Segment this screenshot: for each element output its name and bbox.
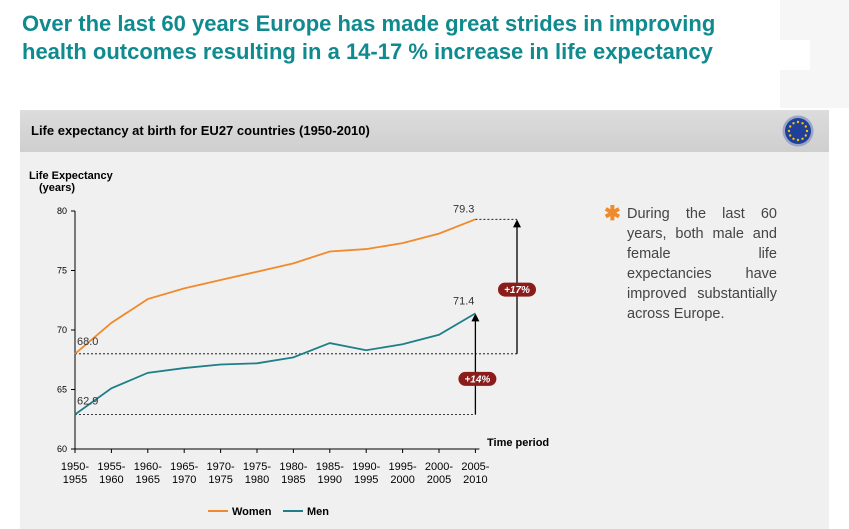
flag-star (801, 137, 804, 140)
x-tick-label: 1985- (316, 461, 344, 473)
x-tick-label: 1965 (136, 474, 160, 486)
x-tick-label: 1985 (281, 474, 305, 486)
x-tick-label: 1990 (318, 474, 342, 486)
y-tick-label: 75 (57, 266, 67, 276)
data-label-women-start: 68.0 (77, 336, 98, 348)
x-tick-label: 1970- (207, 461, 235, 473)
x-tick-label: 1980- (279, 461, 307, 473)
x-tick-label: 2010 (463, 474, 487, 486)
men-percent-badge-label: +14% (464, 374, 490, 385)
x-tick-label: 1995- (389, 461, 417, 473)
flag-star (804, 134, 807, 137)
y-tick-label: 80 (57, 206, 67, 216)
series-line-women (74, 218, 476, 355)
x-tick-label: 1970 (172, 474, 196, 486)
flag-star (789, 134, 792, 137)
chart-panel-header (20, 110, 829, 152)
x-tick-label: 2000- (425, 461, 453, 473)
women-increase-arrow-head (513, 219, 521, 228)
x-tick-label: 1980 (245, 474, 269, 486)
x-tick-label: 1975- (243, 461, 271, 473)
flag-star (805, 129, 809, 133)
asterisk-icon: ✱ (604, 203, 621, 225)
series-line-men (74, 312, 476, 416)
bullet-text: During the last 60 years, both male and … (627, 206, 777, 322)
x-tick-label: 1950- (61, 461, 89, 473)
x-tick-label: 1955- (97, 461, 125, 473)
women-percent-badge-label: +17% (504, 285, 530, 296)
x-tick-label: 1960- (134, 461, 162, 473)
data-label-men-end: 71.4 (453, 295, 474, 307)
men-increase-arrow-head (471, 313, 480, 322)
flag-star (789, 125, 792, 128)
x-tick-label: 1995 (354, 474, 378, 486)
flag-star (792, 122, 795, 125)
flag-star (804, 125, 807, 128)
x-tick-label: 1955 (63, 474, 87, 486)
flag-star (787, 129, 791, 133)
legend-label-women: Women (232, 506, 272, 518)
x-tick-label: 1975 (208, 474, 232, 486)
y-tick-label: 60 (57, 444, 67, 454)
flag-star (796, 120, 800, 124)
women-percent-badge (498, 282, 536, 297)
decorative-shape (780, 0, 849, 108)
flag-star (796, 138, 800, 142)
x-tick-label: 1990- (352, 461, 380, 473)
flag-star (801, 122, 804, 125)
y-tick-label: 65 (57, 385, 67, 395)
data-label-women-end: 79.3 (453, 203, 474, 215)
data-label-men-start: 62.9 (77, 395, 98, 407)
chart-title: Life expectancy at birth for EU27 countr… (31, 123, 370, 138)
x-tick-label: 2000 (390, 474, 414, 486)
x-tick-label: 2005- (461, 461, 489, 473)
y-tick-label: 70 (57, 325, 67, 335)
page-headline: Over the last 60 years Europe has made g… (22, 11, 716, 64)
legend-label-men: Men (307, 506, 329, 518)
chart-panel (20, 110, 829, 529)
x-tick-label: 2005 (427, 474, 451, 486)
y-axis-label-unit: (years) (39, 182, 75, 194)
x-tick-label: 1960 (99, 474, 123, 486)
men-percent-badge (458, 371, 497, 386)
y-axis-label: Life Expectancy (29, 170, 114, 182)
flag-star (792, 137, 795, 140)
eu-flag-icon (782, 115, 814, 147)
x-tick-label: 1965- (170, 461, 198, 473)
x-axis-label: Time period (487, 437, 549, 449)
